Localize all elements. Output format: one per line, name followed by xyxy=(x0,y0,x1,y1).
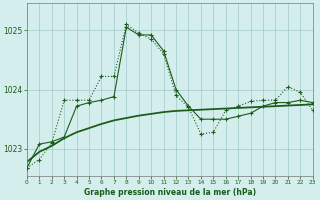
X-axis label: Graphe pression niveau de la mer (hPa): Graphe pression niveau de la mer (hPa) xyxy=(84,188,256,197)
